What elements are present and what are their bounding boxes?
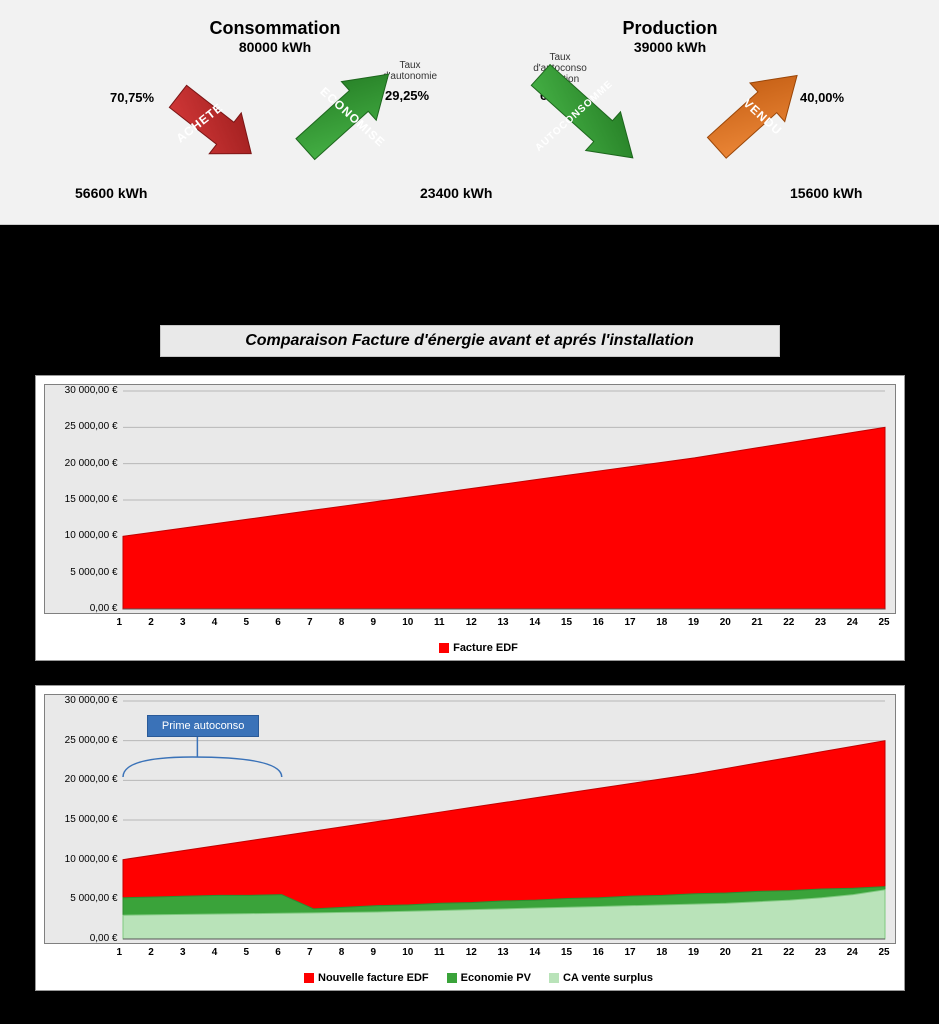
x-tick-label: 15: [561, 947, 572, 958]
y-tick-label: 30 000,00 €: [43, 695, 118, 706]
chart-facture-edf: 0,00 € 5 000,00 € 10 000,00 € 15 000,00 € 20…: [35, 375, 905, 661]
production-header: Production 39000 kWh: [600, 18, 740, 55]
legend-swatch: [439, 643, 449, 653]
x-tick-label: 21: [752, 617, 763, 628]
x-tick-label: 18: [656, 947, 667, 958]
chart1-plot: 0,00 € 5 000,00 € 10 000,00 € 15 000,00 € 20…: [44, 384, 896, 614]
x-tick-label: 25: [879, 617, 890, 628]
y-tick-label: 25 000,00 €: [43, 421, 118, 432]
x-tick-label: 22: [783, 947, 794, 958]
x-tick-label: 11: [434, 617, 445, 628]
y-tick-label: 10 000,00 €: [43, 854, 118, 865]
x-tick-label: 17: [625, 947, 636, 958]
x-tick-label: 18: [656, 617, 667, 628]
chart1-legend: Facture EDF: [44, 642, 896, 654]
x-tick-label: 1: [117, 947, 123, 958]
y-tick-label: 15 000,00 €: [43, 814, 118, 825]
prime-autoconso-badge: Prime autoconso: [147, 715, 260, 737]
y-tick-label: 25 000,00 €: [43, 735, 118, 746]
chart-nouvelle-facture: 0,00 € 5 000,00 € 10 000,00 € 15 000,00 € 20…: [35, 685, 905, 991]
legend-label: Facture EDF: [453, 642, 518, 654]
arrow-economise: ECONOMISE: [270, 56, 430, 191]
x-tick-label: 16: [593, 617, 604, 628]
x-tick-label: 23: [815, 947, 826, 958]
x-tick-label: 3: [180, 947, 186, 958]
y-tick-label: 20 000,00 €: [43, 774, 118, 785]
x-tick-label: 1: [117, 617, 123, 628]
y-tick-label: 5 000,00 €: [43, 567, 118, 578]
consommation-header: Consommation 80000 kWh: [205, 18, 345, 55]
x-tick-label: 13: [498, 617, 509, 628]
x-tick-label: 19: [688, 947, 699, 958]
x-tick-label: 6: [275, 617, 281, 628]
black-gap: [0, 225, 939, 325]
x-tick-label: 5: [244, 947, 250, 958]
x-tick-label: 13: [498, 947, 509, 958]
x-tick-label: 10: [402, 947, 413, 958]
x-tick-label: 9: [371, 947, 377, 958]
x-tick-label: 20: [720, 947, 731, 958]
legend-swatch: [549, 973, 559, 983]
y-tick-label: 15 000,00 €: [43, 494, 118, 505]
x-tick-label: 17: [625, 617, 636, 628]
x-tick-label: 6: [275, 947, 281, 958]
x-tick-label: 10: [402, 617, 413, 628]
x-tick-label: 22: [783, 617, 794, 628]
x-tick-label: 15: [561, 617, 572, 628]
x-tick-label: 20: [720, 617, 731, 628]
arrow-achete: ACHETE: [130, 60, 270, 190]
arrow-vendu: VENDU: [680, 56, 840, 191]
prime-bracket-icon: [113, 737, 292, 787]
x-tick-label: 12: [466, 947, 477, 958]
x-tick-label: 19: [688, 617, 699, 628]
x-tick-label: 12: [466, 617, 477, 628]
legend-swatch: [447, 973, 457, 983]
x-tick-label: 8: [339, 947, 345, 958]
x-tick-label: 3: [180, 617, 186, 628]
x-tick-label: 14: [529, 617, 540, 628]
legend-label: Nouvelle facture EDF: [318, 972, 429, 984]
economise-kwh: 23400 kWh: [420, 185, 492, 201]
x-tick-label: 24: [847, 947, 858, 958]
y-tick-label: 20 000,00 €: [43, 458, 118, 469]
x-tick-label: 21: [752, 947, 763, 958]
x-tick-label: 23: [815, 617, 826, 628]
x-tick-label: 7: [307, 947, 313, 958]
x-tick-label: 5: [244, 617, 250, 628]
chart2-plot: 0,00 € 5 000,00 € 10 000,00 € 15 000,00 € 20…: [44, 694, 896, 944]
x-tick-label: 4: [212, 947, 218, 958]
y-tick-label: 10 000,00 €: [43, 530, 118, 541]
x-tick-label: 14: [529, 947, 540, 958]
x-tick-label: 8: [339, 617, 345, 628]
x-tick-label: 11: [434, 947, 445, 958]
legend-label: CA vente surplus: [563, 972, 653, 984]
charts-section-title: Comparaison Facture d'énergie avant et a…: [160, 325, 780, 357]
x-tick-label: 16: [593, 947, 604, 958]
y-tick-label: 5 000,00 €: [43, 893, 118, 904]
y-tick-label: 0,00 €: [43, 933, 118, 944]
arrow-autoconsomme: AUTOCONSOMME: [490, 52, 660, 192]
x-tick-label: 2: [148, 947, 154, 958]
x-tick-label: 2: [148, 617, 154, 628]
legend-label: Economie PV: [461, 972, 531, 984]
x-tick-label: 7: [307, 617, 313, 628]
y-tick-label: 30 000,00 €: [43, 385, 118, 396]
chart2-legend: Nouvelle facture EDF Economie PV CA vente …: [44, 972, 896, 984]
x-tick-label: 9: [371, 617, 377, 628]
y-tick-label: 0,00 €: [43, 603, 118, 614]
energy-flow-diagram: Consommation 80000 kWh Production 39000 …: [0, 0, 939, 225]
x-tick-label: 25: [879, 947, 890, 958]
x-tick-label: 24: [847, 617, 858, 628]
legend-swatch: [304, 973, 314, 983]
x-tick-label: 4: [212, 617, 218, 628]
